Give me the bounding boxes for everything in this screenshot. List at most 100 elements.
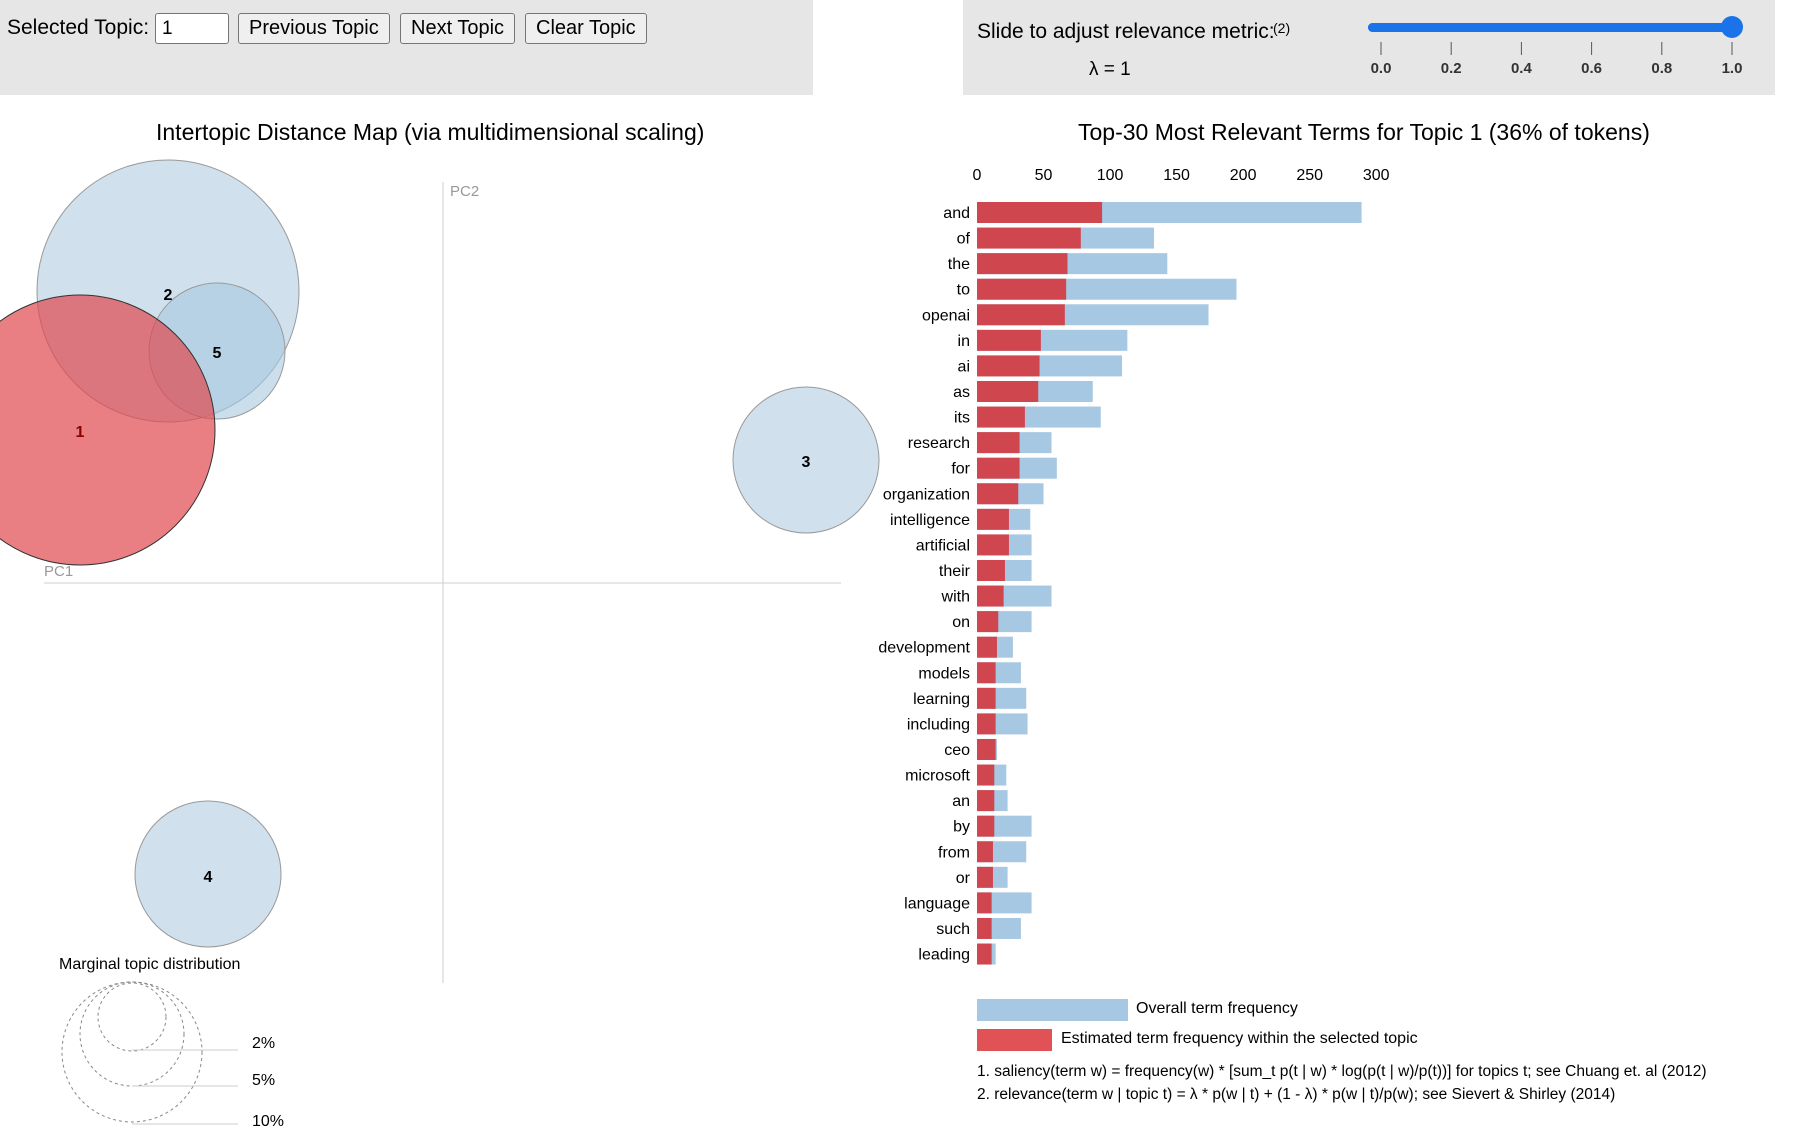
term-row[interactable]: such [936, 917, 1021, 939]
term-label[interactable]: its [954, 410, 970, 427]
next-topic-button[interactable]: Next Topic [400, 13, 516, 44]
topic-frequency-bar[interactable] [977, 202, 1103, 223]
topic-frequency-bar[interactable] [977, 866, 993, 888]
term-label[interactable]: artificial [916, 537, 970, 554]
topic-frequency-bar[interactable] [977, 892, 992, 914]
term-row[interactable]: the [948, 253, 1168, 275]
selected-topic-input[interactable] [155, 13, 229, 44]
topic-frequency-bar[interactable] [977, 534, 1009, 556]
term-label[interactable]: learning [913, 691, 970, 708]
term-label[interactable]: and [943, 205, 970, 222]
term-label[interactable]: development [878, 640, 970, 657]
term-label[interactable]: for [951, 461, 970, 478]
term-label[interactable]: including [907, 716, 970, 733]
term-row[interactable]: intelligence [890, 508, 1031, 530]
term-label[interactable]: by [953, 819, 970, 836]
term-row[interactable]: in [958, 329, 1128, 351]
term-row[interactable]: research [908, 432, 1052, 454]
topic-frequency-bar[interactable] [977, 662, 996, 684]
term-row[interactable]: language [904, 892, 1032, 914]
term-row[interactable]: of [957, 227, 1154, 249]
topic-frequency-bar[interactable] [977, 841, 993, 863]
term-row[interactable]: as [953, 380, 1093, 402]
term-row[interactable]: on [952, 611, 1032, 633]
term-label[interactable]: leading [918, 947, 970, 964]
topic-frequency-bar[interactable] [977, 636, 997, 658]
term-row[interactable]: and [943, 202, 1362, 223]
term-row[interactable]: artificial [916, 534, 1032, 556]
topic-frequency-bar[interactable] [977, 738, 996, 760]
topic-circle-4[interactable] [134, 800, 282, 948]
term-label[interactable]: an [952, 793, 970, 810]
topic-frequency-bar[interactable] [977, 611, 999, 633]
term-row[interactable]: its [954, 406, 1101, 428]
topic-frequency-bar[interactable] [977, 355, 1040, 377]
term-row[interactable]: microsoft [905, 764, 1007, 786]
topic-frequency-bar[interactable] [977, 713, 996, 735]
term-label[interactable]: research [908, 435, 970, 452]
term-label[interactable]: their [939, 563, 971, 580]
term-label[interactable]: on [952, 614, 970, 631]
slider-tick-label: 0.4 [1511, 60, 1533, 77]
topic-frequency-bar[interactable] [977, 457, 1020, 479]
term-row[interactable]: with [941, 585, 1052, 607]
term-label[interactable]: in [958, 333, 970, 350]
term-label[interactable]: or [956, 870, 971, 887]
topic-frequency-bar[interactable] [977, 585, 1004, 607]
term-row[interactable]: leading [918, 943, 996, 965]
topic-frequency-bar[interactable] [977, 329, 1041, 351]
topic-frequency-bar[interactable] [977, 764, 995, 786]
topic-frequency-bar[interactable] [977, 227, 1081, 249]
term-label[interactable]: models [918, 665, 970, 682]
term-row[interactable]: ai [958, 355, 1123, 377]
term-label[interactable]: openai [922, 307, 970, 324]
term-row[interactable]: to [957, 278, 1237, 300]
topic-circle-1[interactable] [0, 294, 216, 566]
term-row[interactable]: for [951, 457, 1057, 479]
term-label[interactable]: organization [883, 486, 970, 503]
previous-topic-button[interactable]: Previous Topic [238, 13, 390, 44]
term-label[interactable]: from [938, 844, 970, 861]
topic-frequency-bar[interactable] [977, 278, 1067, 300]
term-row[interactable]: organization [883, 483, 1044, 505]
term-row[interactable]: models [918, 662, 1021, 684]
topic-frequency-bar[interactable] [977, 815, 995, 837]
clear-topic-button[interactable]: Clear Topic [525, 13, 647, 44]
term-row[interactable]: an [952, 790, 1008, 812]
topic-frequency-bar[interactable] [977, 432, 1020, 454]
topic-frequency-bar[interactable] [977, 304, 1065, 326]
term-row[interactable]: from [938, 841, 1027, 863]
relevance-slider[interactable]: 0.0 0.2 0.4 0.6 0.8 1.0 [963, 0, 1775, 95]
topic-frequency-bar[interactable] [977, 380, 1039, 402]
term-label[interactable]: to [957, 282, 970, 299]
topic-frequency-bar[interactable] [977, 508, 1009, 530]
term-row[interactable]: including [907, 713, 1028, 735]
topic-frequency-bar[interactable] [977, 253, 1068, 275]
term-row[interactable]: openai [922, 304, 1209, 326]
term-row[interactable]: development [878, 636, 1013, 658]
term-row[interactable]: learning [913, 687, 1027, 709]
topic-circle-3[interactable] [732, 386, 880, 534]
term-label[interactable]: such [936, 921, 970, 938]
term-label[interactable]: ceo [944, 742, 970, 759]
term-row[interactable]: ceo [944, 738, 997, 760]
slider-handle[interactable] [1721, 16, 1743, 38]
term-label[interactable]: of [957, 231, 971, 248]
topic-frequency-bar[interactable] [977, 917, 992, 939]
term-label[interactable]: as [953, 384, 970, 401]
term-row[interactable]: their [939, 559, 1032, 581]
term-label[interactable]: language [904, 895, 970, 912]
topic-frequency-bar[interactable] [977, 687, 996, 709]
topic-frequency-bar[interactable] [977, 790, 995, 812]
term-label[interactable]: ai [958, 358, 970, 375]
topic-frequency-bar[interactable] [977, 406, 1025, 428]
topic-frequency-bar[interactable] [977, 483, 1019, 505]
term-row[interactable]: by [953, 815, 1032, 837]
term-label[interactable]: intelligence [890, 512, 970, 529]
topic-frequency-bar[interactable] [977, 943, 992, 965]
term-label[interactable]: the [948, 256, 970, 273]
topic-frequency-bar[interactable] [977, 559, 1005, 581]
term-label[interactable]: with [941, 589, 970, 606]
term-row[interactable]: or [956, 866, 1008, 888]
term-label[interactable]: microsoft [905, 768, 970, 785]
